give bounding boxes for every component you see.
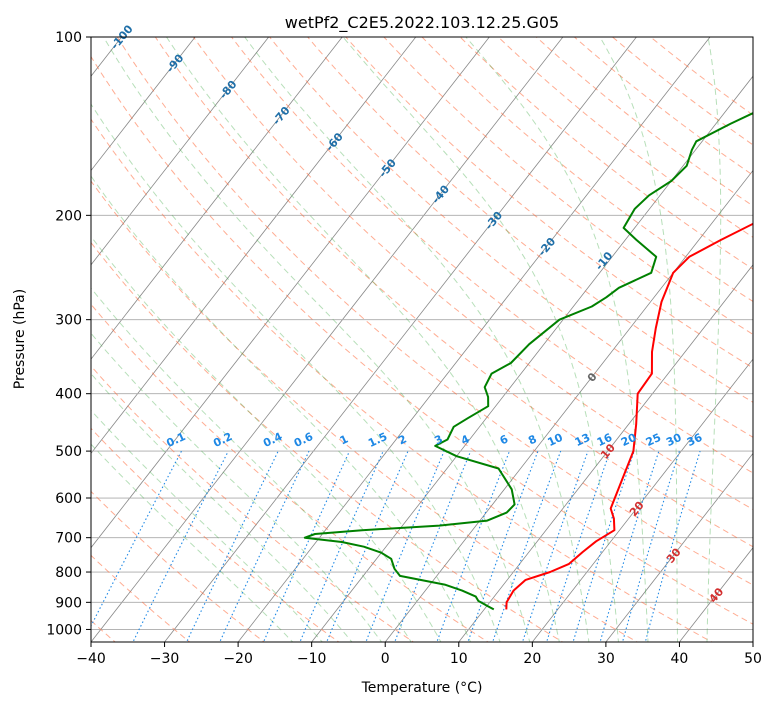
dry-adiabat-line [91,180,639,642]
isotherm-line [91,37,564,642]
mixing-ratio-line [326,450,409,642]
y-axis-title: Pressure (hPa) [12,289,28,389]
x-tick-label: 50 [744,651,762,667]
dry-adiabat-line [230,37,753,474]
dry-adiabat-line [91,427,340,642]
dry-adiabat-line [91,365,415,642]
moist-adiabat-line [91,235,442,642]
y-tick-label: 700 [55,531,82,547]
x-tick-label: −10 [297,651,327,667]
moist-adiabat-line [91,287,412,642]
mixing-ratio-line [219,450,310,642]
moist-adiabat-line [342,37,620,642]
moist-adiabat-line [91,409,323,642]
data-series [303,112,753,611]
isotherm-line [164,37,637,642]
x-tick-label: 30 [597,651,615,667]
mixing-ratio-line [436,450,511,642]
isotherm-line [237,37,711,642]
moist-adiabat-line [91,175,472,642]
isotherm-line [91,37,490,549]
x-tick-label: 40 [671,651,689,667]
moist-adiabat-line [103,37,531,642]
y-tick-label: 200 [55,208,82,224]
x-tick-label: −40 [76,651,106,667]
mixing-ratio-line [365,450,445,642]
mixing-ratio-label: 20 [619,431,639,449]
temperature-profile-line [505,222,753,610]
moist-adiabat-line [166,37,560,642]
moist-adiabat-line [91,372,353,642]
mixing-ratio-label: 36 [685,431,705,449]
isotherm-line [91,37,343,360]
isotherm-line [0,24,58,645]
isotherm-line [531,358,753,642]
dry-adiabat-line [383,37,753,336]
y-tick-label: 600 [55,491,82,507]
mixing-ratio-line [492,450,562,642]
x-tick-label: −20 [223,651,253,667]
mixing-ratio-line [622,450,680,642]
mixing-ratio-label: 30 [664,431,684,449]
moist-adiabat-line [91,103,501,642]
mixing-ratio-label: 10 [546,431,566,449]
mixing-ratio-label: 16 [595,431,615,449]
y-tick-label: 300 [55,313,82,329]
isotherm-line [311,75,753,642]
mixing-ratio-line [599,450,660,642]
moist-adiabat-line [91,443,294,642]
isotherm-line [605,452,753,642]
dry-adiabat-line [91,118,713,642]
y-tick-label: 500 [55,444,82,460]
isotherm-line [752,641,753,642]
moist-adiabat-line [465,37,649,642]
mixing-ratio-line [572,450,635,642]
y-tick-label: 100 [55,30,82,46]
moist-adiabat-line [91,332,383,642]
plot-frame [90,36,754,643]
x-tick-label: 0 [381,651,390,667]
mixing-ratio-line [394,450,472,642]
background-grid [0,24,753,645]
isotherm-line [91,37,417,455]
x-tick-label: 10 [450,651,468,667]
isotherm-line [384,169,753,642]
dry-adiabat-line [268,37,753,438]
mixing-ratio-line [521,450,589,642]
moist-adiabat-line [706,37,722,642]
mixing-ratio-line [185,450,279,642]
dry-adiabat-line [192,37,753,511]
mixing-ratio-line [546,450,611,642]
axes: −40 −30 −20 −10 0 10 20 30 40 50 100 200 300 400 500 60… [46,30,762,667]
mixing-ratio-label: 13 [573,431,592,449]
x-axis-title: Temperature (°C) [361,680,483,696]
y-tick-label: 1000 [46,622,82,638]
isotherm-line [91,37,196,172]
mixing-ratio-line [644,450,701,642]
mixing-ratio-line [91,450,182,628]
isotherm-line [91,37,270,266]
dry-adiabat-line [421,37,753,303]
y-tick-label: 800 [55,565,82,581]
plot-background [91,37,753,642]
y-tick-label: 400 [55,387,82,403]
dry-adiabat-line [154,37,753,548]
dewpoint-profile-line [303,112,753,611]
mixing-ratio-label: 25 [644,431,663,449]
x-tick-label: 20 [523,651,541,667]
moist-adiabat-line [244,37,590,642]
dry-adiabat-line [91,554,191,642]
mixing-ratio-line [467,450,539,642]
y-tick-label: 900 [55,595,82,611]
chart-title: wetPf2_C2E5.2022.103.12.25.G05 [285,13,559,33]
x-tick-label: −30 [150,651,180,667]
